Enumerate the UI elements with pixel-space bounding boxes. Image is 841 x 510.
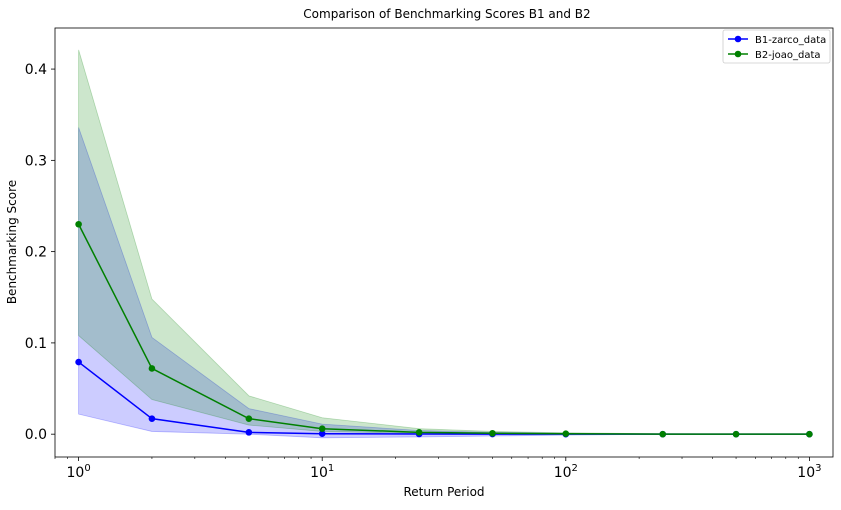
legend-marker [734, 35, 742, 43]
data-point [75, 220, 82, 228]
x-axis-label: Return Period [403, 485, 484, 499]
series-line-2 [77, 223, 810, 435]
data-point [806, 430, 813, 438]
series-lines [77, 223, 810, 435]
data-point [148, 365, 156, 372]
x-tick-label: 103 [797, 463, 821, 481]
legend-box [722, 29, 831, 64]
confidence-band-2 [78, 49, 810, 435]
series-points [75, 220, 813, 438]
legend-label: B2-joao_data [755, 50, 821, 61]
legend-label: B1-zarco_data [755, 35, 826, 46]
confidence-bands [78, 49, 810, 439]
y-tick-label: 0.0 [25, 427, 47, 443]
legend-marker [734, 50, 742, 58]
data-point [75, 358, 82, 366]
data-point [562, 430, 570, 438]
data-point [489, 429, 496, 437]
x-tick-label: 101 [310, 463, 334, 481]
chart-title: Comparison of Benchmarking Scores B1 and… [303, 7, 590, 21]
data-point [732, 430, 740, 438]
data-point [659, 430, 667, 438]
y-axis-ticks: 0.0 0.1 0.2 0.3 0.4 [25, 62, 55, 443]
data-point [415, 429, 423, 436]
data-point [318, 430, 326, 438]
x-axis-ticks: 100 101 102 103 [54, 457, 821, 481]
y-tick-label: 0.1 [25, 336, 47, 352]
plot-frame [54, 27, 834, 458]
y-axis-label: Benchmarking Score [5, 180, 19, 304]
data-point [245, 429, 253, 436]
data-point [245, 415, 253, 422]
data-point [148, 415, 156, 422]
x-tick-label: 100 [67, 463, 91, 481]
legend: B1-zarco_data B2-joao_data [722, 29, 831, 64]
x-tick-label: 102 [554, 463, 578, 481]
y-tick-label: 0.3 [25, 153, 47, 169]
data-point [318, 425, 326, 433]
y-tick-label: 0.2 [25, 245, 47, 261]
y-tick-label: 0.4 [25, 62, 47, 78]
